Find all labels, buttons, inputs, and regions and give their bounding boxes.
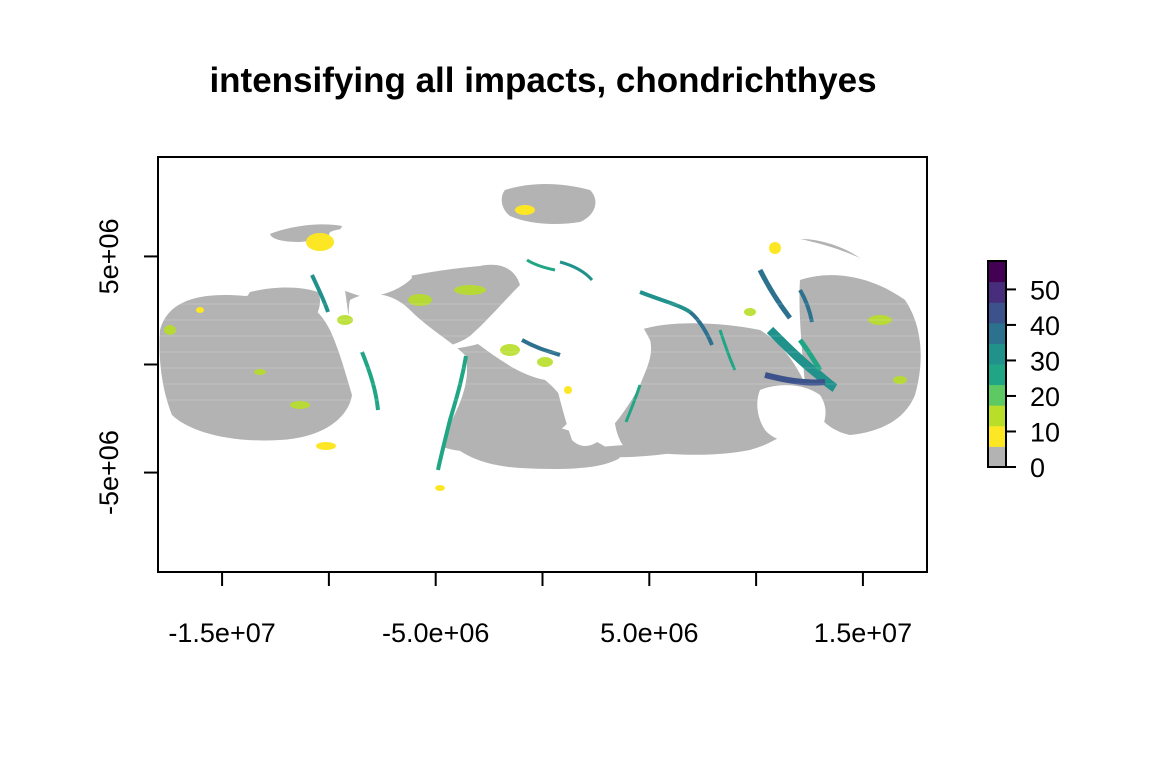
legend-frame [987, 260, 1007, 468]
legend-color-step [988, 446, 1006, 468]
high-impact-layer [310, 258, 838, 471]
arctic-highlight [515, 205, 535, 215]
legend-color-step [988, 425, 1006, 447]
arctic-scatter-region [501, 184, 596, 224]
brazil-coast [436, 355, 468, 471]
africa [510, 278, 652, 446]
gulf-highlight [337, 315, 353, 325]
south-america-pacific-coast [360, 351, 380, 411]
low-impact-layer [196, 205, 781, 491]
west-pacific-highlight [868, 315, 892, 325]
y-tick-label: 5e+06 [94, 219, 124, 295]
alaska-highlight [306, 233, 334, 251]
red-sea-coast [639, 290, 692, 314]
x-tick-label: -5.0e+06 [382, 618, 489, 648]
caribbean-highlight [408, 294, 432, 306]
legend-tick-label: 50 [1030, 275, 1060, 305]
color-legend: 0 10 20 30 40 50 [987, 260, 1060, 483]
legend-color-step [988, 322, 1006, 344]
greenland [328, 228, 370, 250]
legend-color-step [988, 405, 1006, 427]
atlantic-south-region [448, 420, 620, 469]
us-west-coast [310, 274, 330, 313]
x-tick-label: -1.5e+07 [168, 618, 275, 648]
x-tick-label: 1.5e+07 [814, 618, 912, 648]
micronesia-highlight [893, 376, 907, 384]
east-africa-coast [624, 384, 642, 423]
chart-title: intensifying all impacts, chondrichthyes [209, 61, 876, 100]
north-sea-coast [526, 258, 556, 272]
pacific-highlight [196, 307, 204, 313]
legend-color-step [988, 281, 1006, 303]
brazil-highlight [500, 344, 520, 356]
east-pacific-highlight [164, 325, 176, 335]
north-pacific-region [246, 287, 320, 326]
legend-tick-label: 40 [1030, 311, 1060, 341]
legend-tick-label: 20 [1030, 382, 1060, 412]
siberia-highlight [769, 242, 781, 254]
mediterranean-coast [559, 260, 594, 282]
legend-color-step [988, 343, 1006, 365]
y-axis: 5e+06 -5e+06 [94, 219, 158, 515]
japan-coast [798, 288, 814, 323]
indonesia [764, 372, 826, 386]
grid-texture [158, 303, 927, 401]
legend-color-step [988, 384, 1006, 406]
southern-highlight [316, 442, 336, 450]
philippines [798, 338, 823, 372]
south-america [348, 294, 468, 510]
indo-highlight [744, 308, 756, 316]
legend-color-step [988, 364, 1006, 386]
india-coast [718, 329, 737, 371]
west-pacific-region [799, 275, 921, 435]
atlantic-n-highlight [454, 285, 486, 295]
x-tick-label: 5.0e+06 [600, 618, 698, 648]
legend-tick-label: 10 [1030, 417, 1060, 447]
legend-color-step [988, 261, 1006, 283]
west-africa-coast [521, 338, 561, 357]
legend-color-step [988, 302, 1006, 324]
legend-tick-label: 30 [1030, 346, 1060, 376]
map-area [158, 184, 927, 510]
southeast-asia [766, 326, 838, 392]
north-america [302, 240, 412, 297]
legend-tick-label: 0 [1030, 453, 1045, 483]
mid-low-impact-layer [164, 285, 907, 409]
patagonia-highlight [435, 485, 445, 491]
pacific-e-highlight [290, 401, 310, 409]
hawaii-highlight [254, 369, 266, 375]
southern-ocean-strip [570, 441, 691, 458]
x-axis: -1.5e+07 -5.0e+06 5.0e+06 1.5e+07 [168, 572, 912, 648]
y-tick-label: -5e+06 [94, 430, 124, 515]
east-asia-coast [757, 268, 792, 320]
australia [757, 385, 826, 442]
arabian-coast [688, 310, 714, 346]
north-atlantic-strip [270, 224, 342, 242]
canary-highlight [564, 386, 572, 394]
west-africa-highlight [537, 357, 553, 367]
